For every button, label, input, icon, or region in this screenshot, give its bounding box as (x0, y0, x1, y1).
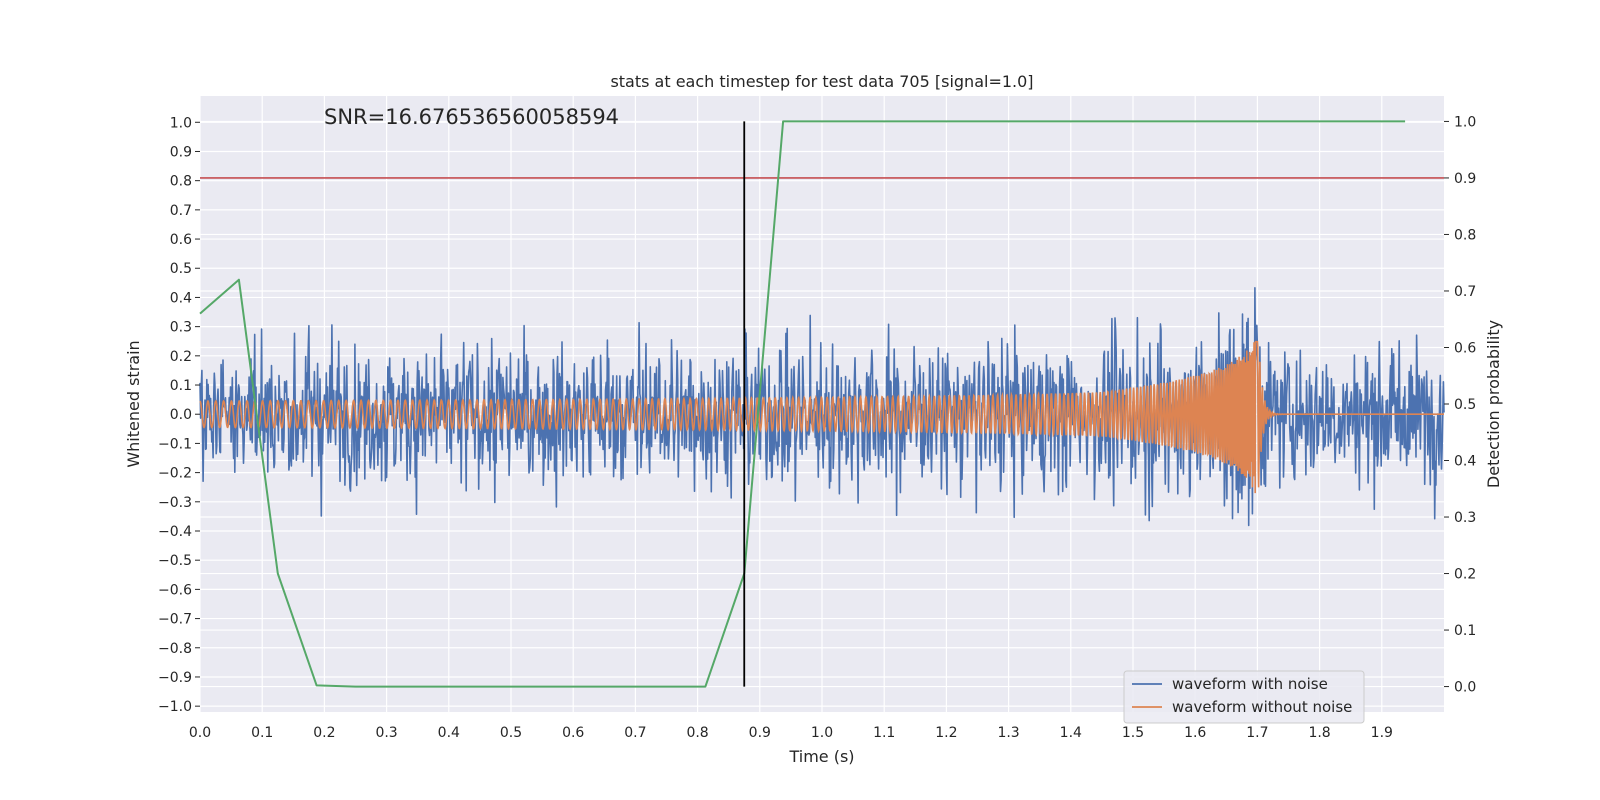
y-tick-label: 0.4 (170, 290, 192, 306)
y2-tick-label: 0.6 (1454, 340, 1476, 356)
legend: waveform with noise waveform without noi… (1123, 670, 1365, 724)
x-tick-label: 1.1 (873, 725, 895, 741)
series-waveform-without-noise (199, 340, 1444, 494)
y2-tick-label: 0.1 (1454, 623, 1476, 639)
x-tick-label: 0.3 (375, 725, 397, 741)
y-tick-label: 0.6 (170, 232, 192, 248)
y2-tick-label: 1.0 (1454, 114, 1476, 130)
y2-tick-label: 0.9 (1454, 171, 1476, 187)
x-tick-label: 1.5 (1122, 725, 1144, 741)
y-tick-label: −0.3 (158, 495, 192, 511)
y-tick-label: −0.6 (158, 582, 192, 598)
legend-label-clean: waveform without noise (1172, 698, 1352, 716)
y-tick-label: −0.5 (158, 553, 192, 569)
x-tick-label: 0.2 (313, 725, 335, 741)
y-tick-label: 0.2 (170, 349, 192, 365)
y-tick-label: 0.5 (170, 261, 192, 277)
y2-tick-label: 0.2 (1454, 567, 1476, 583)
y-tick-label: −0.9 (158, 670, 192, 686)
y-tick-label: 0.1 (170, 378, 192, 394)
y-tick-label: −0.7 (158, 612, 192, 628)
x-tick-label: 1.4 (1060, 725, 1082, 741)
x-tick-label: 0.8 (686, 725, 708, 741)
x-axis-label: Time (s) (788, 747, 854, 766)
x-tick-label: 1.7 (1246, 725, 1268, 741)
x-tick-label: 0.5 (500, 725, 522, 741)
y2-tick-label: 0.5 (1454, 397, 1476, 413)
y-tick-label: 0.8 (170, 174, 192, 190)
x-tick-label: 0.0 (189, 725, 211, 741)
y2-tick-label: 0.4 (1454, 454, 1476, 470)
legend-label-noise: waveform with noise (1172, 675, 1328, 693)
y2-axis-label: Detection probability (1484, 320, 1503, 488)
x-tick-label: 1.8 (1308, 725, 1330, 741)
y-tick-label: 1.0 (170, 115, 192, 131)
y-tick-label: 0.7 (170, 203, 192, 219)
x-tick-label: 1.6 (1184, 725, 1206, 741)
plot-lines (199, 120, 1445, 688)
y-tick-label: 0.9 (170, 144, 192, 160)
chart-title: stats at each timestep for test data 705… (610, 72, 1033, 91)
x-tick-label: 0.4 (438, 725, 460, 741)
x-tick-label: 1.2 (935, 725, 957, 741)
y-tick-label: 0.0 (170, 407, 192, 423)
y2-tick-label: 0.3 (1454, 510, 1476, 526)
snr-annotation: SNR=16.676536560058594 (324, 105, 619, 129)
y2-tick-label: 0.0 (1454, 680, 1476, 696)
x-tick-label: 0.9 (749, 725, 771, 741)
y-tick-label: −0.2 (158, 466, 192, 482)
y-tick-label: −0.1 (158, 436, 192, 452)
y2-tick-label: 0.7 (1454, 284, 1476, 300)
x-tick-label: 1.3 (997, 725, 1019, 741)
series-detection-probability (199, 120, 1406, 688)
legend-box (1123, 670, 1365, 724)
x-tick-label: 1.9 (1371, 725, 1393, 741)
x-tick-label: 0.7 (624, 725, 646, 741)
x-tick-label: 0.1 (251, 725, 273, 741)
y-axis-label: Whitened strain (124, 340, 143, 467)
x-tick-label: 0.6 (562, 725, 584, 741)
y2-tick-label: 0.8 (1454, 227, 1476, 243)
ticks: 0.0 0.1 0.2 0.3 0.4 0.5 0.6 0.7 0.8 0.9 1.0 1.1 1.2 1… (158, 114, 1476, 741)
y-tick-label: 0.3 (170, 320, 192, 336)
y-tick-label: −1.0 (158, 699, 192, 715)
x-tick-label: 1.0 (811, 725, 833, 741)
y-tick-label: −0.4 (158, 524, 192, 540)
y-tick-label: −0.8 (158, 641, 192, 657)
